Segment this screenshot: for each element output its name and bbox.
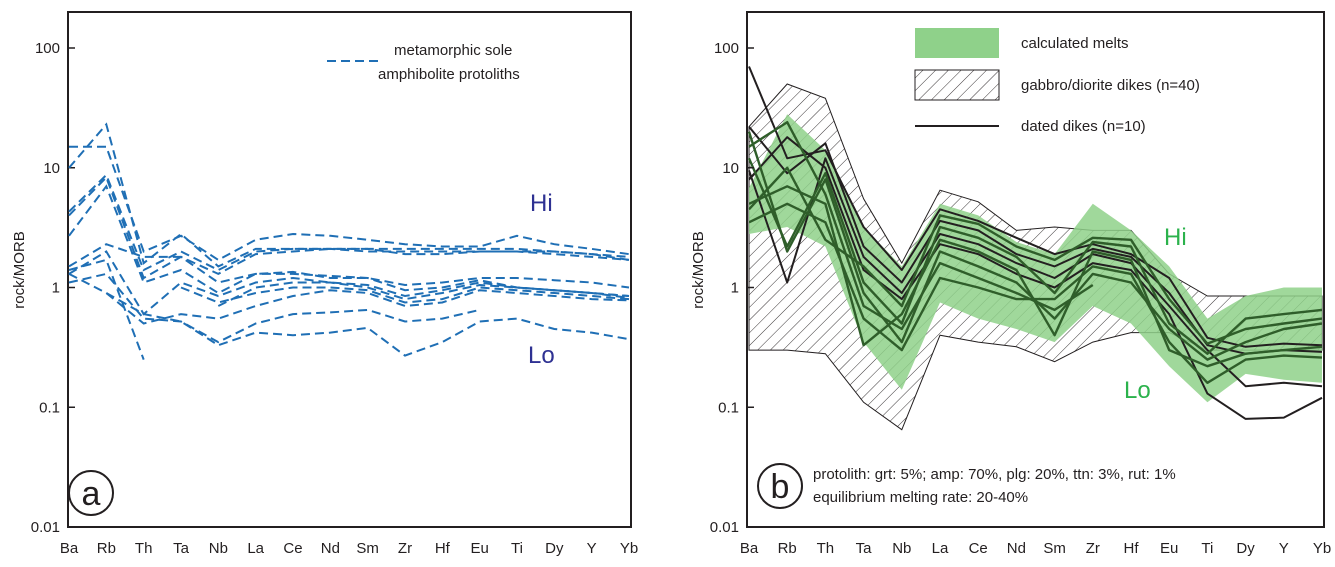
panel-b-x-tick-label: Yb	[1313, 540, 1331, 557]
dated-dike-line	[748, 126, 1323, 355]
panel-a-x-tick-label: Yb	[620, 540, 638, 557]
panel-b-hi-label: Hi	[1164, 224, 1187, 251]
panel-b-x-tick-label: Ti	[1201, 540, 1213, 557]
protolith-pattern-line	[68, 122, 630, 268]
panel-a-y-ticks: 0.01 0.1 1 10 100	[31, 40, 75, 536]
protolith-pattern-line	[68, 173, 630, 272]
panel-b-y-tick-label: 10	[722, 160, 739, 177]
panel-b-x-tick-label: Zr	[1086, 540, 1100, 557]
panel-b-x-tick-label: Ce	[969, 540, 988, 557]
panel-a-x-tick-label: Rb	[97, 540, 116, 557]
panel-b-frame	[746, 11, 1325, 528]
panel-a-y-tick-label: 1	[52, 280, 60, 297]
panel-b-x-tick-label: Th	[817, 540, 835, 557]
panel-a-y-tick-label: 0.01	[31, 519, 60, 536]
panel-b-x-tick-label: Nb	[892, 540, 911, 557]
panel-a-x-tick-label: Ce	[283, 540, 302, 557]
panel-b-y-tick-label: 1	[731, 280, 739, 297]
panel-a-x-tick-label: Th	[135, 540, 153, 557]
panel-a-x-tick-label: Zr	[398, 540, 412, 557]
protolith-pattern-line	[68, 273, 630, 325]
panel-b-x-tick-label: Nd	[1007, 540, 1026, 557]
legend-calculated-melts-swatch	[915, 28, 999, 58]
panel-b-x-tick-label: Hf	[1124, 540, 1140, 557]
protolith-note: protolith: grt: 5%; amp: 70%, plg: 20%, …	[813, 466, 1176, 483]
panel-b-letter-circle	[757, 463, 803, 509]
panel-b-y-ticks: 0.01 0.1 1 10 100	[710, 40, 754, 536]
panel-a-legend-label-line1: metamorphic sole	[394, 42, 512, 59]
panel-a-letter-circle	[68, 470, 114, 516]
panel-b: 0.01 0.1 1 10 100 Ba Rb Th Ta Nb La Ce Nd Sm Zr Hf Eu Ti…	[690, 11, 1331, 557]
dated-dike-line	[748, 66, 1323, 348]
panel-b-series	[747, 66, 1323, 420]
panel-a-frame	[67, 11, 632, 528]
panel-b-y-tick-label: 0.1	[718, 399, 739, 416]
panel-b-x-ticks: Ba Rb Th Ta Nb La Ce Nd Sm Zr Hf Eu Ti Dy Y Yb	[740, 540, 1331, 557]
legend-gabbro-diorite-label: gabbro/diorite dikes (n=40)	[1021, 77, 1200, 94]
panel-a-hi-label: Hi	[530, 190, 553, 217]
panel-a-x-tick-label: Eu	[470, 540, 488, 557]
panel-a-x-tick-label: Hf	[435, 540, 451, 557]
panel-a: 0.01 0.1 1 10 100 Ba Rb Th Ta Nb La Ce Nd Sm Zr Hf Eu Ti…	[11, 11, 638, 557]
panel-b-y-tick-label: 100	[714, 40, 739, 57]
panel-b-y-tick-label: 0.01	[710, 519, 739, 536]
panel-b-x-tick-label: Ba	[740, 540, 759, 557]
panel-a-y-tick-label: 100	[35, 40, 60, 57]
panel-a-lo-label: Lo	[528, 342, 555, 369]
dated-dike-line	[748, 185, 1323, 368]
panel-b-x-tick-label: La	[932, 540, 949, 557]
legend-gabbro-diorite-swatch	[914, 69, 1000, 101]
protolith-pattern-line	[68, 258, 630, 360]
protolith-pattern-line	[68, 184, 630, 295]
dated-dike-line	[748, 157, 1323, 388]
legend-calculated-melts-label: calculated melts	[1021, 35, 1129, 52]
dated-dike-line	[748, 136, 1323, 420]
panel-b-y-axis-label: rock/MORB	[690, 231, 707, 309]
legend-dated-dikes-label: dated dikes (n=10)	[1021, 118, 1146, 135]
panel-a-legend-label-line2: amphibolite protoliths	[378, 66, 520, 83]
panel-a-letter: a	[82, 475, 101, 513]
panel-b-x-tick-label: Eu	[1160, 540, 1178, 557]
panel-b-x-tick-label: Dy	[1236, 540, 1255, 557]
panel-a-y-tick-label: 10	[43, 160, 60, 177]
panel-b-lo-label: Lo	[1124, 377, 1151, 404]
melting-rate-note: equilibrium melting rate: 20-40%	[813, 489, 1028, 506]
panel-b-letter: b	[771, 468, 790, 506]
panel-a-x-tick-label: Nd	[321, 540, 340, 557]
panel-a-x-tick-label: Ta	[173, 540, 190, 557]
panel-a-y-axis-label: rock/MORB	[11, 231, 28, 309]
panel-a-x-tick-label: Dy	[545, 540, 564, 557]
dated-dike-line	[748, 166, 1323, 345]
panel-a-x-ticks: Ba Rb Th Ta Nb La Ce Nd Sm Zr Hf Eu Ti Dy Y Yb	[60, 540, 638, 557]
protolith-pattern-line	[68, 243, 630, 297]
panel-a-y-tick-label: 0.1	[39, 399, 60, 416]
protolith-pattern-line	[69, 145, 630, 262]
panel-a-x-tick-label: Nb	[209, 540, 228, 557]
dated-dike-line	[748, 202, 1323, 384]
panel-a-x-tick-label: La	[247, 540, 264, 557]
panel-a-x-tick-label: Ti	[511, 540, 523, 557]
panel-b-x-tick-label: Sm	[1043, 540, 1066, 557]
panel-a-x-tick-label: Y	[587, 540, 597, 557]
panel-b-x-tick-label: Ta	[856, 540, 873, 557]
protolith-pattern-line	[68, 250, 630, 316]
panel-b-x-tick-label: Y	[1279, 540, 1289, 557]
panel-a-series	[68, 122, 630, 360]
protolith-pattern-line	[180, 286, 630, 304]
panel-a-x-tick-label: Ba	[60, 540, 79, 557]
protolith-pattern-line	[105, 292, 630, 357]
panel-a-x-tick-label: Sm	[356, 540, 379, 557]
panel-b-x-tick-label: Rb	[778, 540, 797, 557]
protolith-pattern-line	[68, 175, 630, 280]
